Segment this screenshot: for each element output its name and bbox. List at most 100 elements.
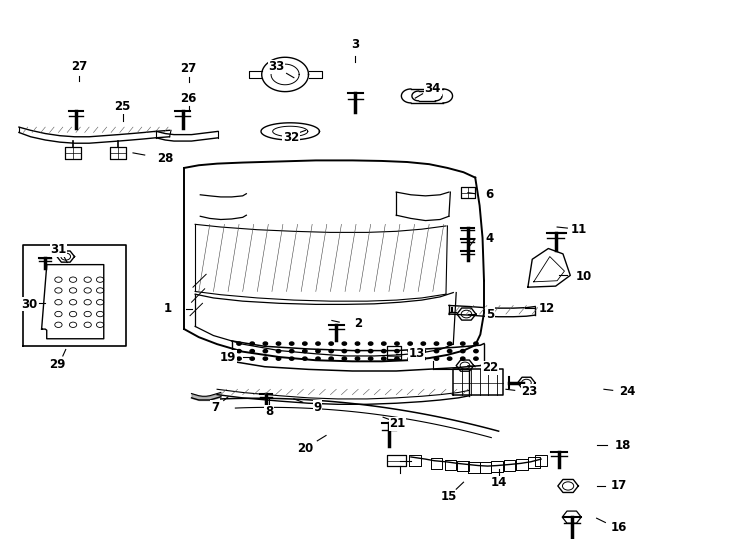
Circle shape	[435, 342, 439, 345]
Circle shape	[316, 349, 320, 353]
Text: 22: 22	[482, 361, 498, 374]
Circle shape	[522, 379, 531, 386]
Text: 3: 3	[352, 38, 360, 51]
Text: 28: 28	[157, 152, 173, 165]
Circle shape	[237, 349, 241, 353]
Circle shape	[70, 277, 77, 282]
Circle shape	[237, 357, 241, 360]
Circle shape	[276, 357, 280, 360]
Circle shape	[55, 312, 62, 317]
Text: 29: 29	[48, 358, 65, 371]
Text: 13: 13	[409, 347, 425, 360]
Circle shape	[461, 349, 465, 353]
Text: 8: 8	[265, 406, 273, 419]
Circle shape	[395, 342, 399, 345]
Circle shape	[250, 349, 255, 353]
Circle shape	[84, 312, 91, 317]
Text: 21: 21	[390, 417, 406, 430]
Circle shape	[61, 253, 70, 260]
Circle shape	[84, 288, 91, 293]
Text: 26: 26	[181, 92, 197, 105]
Circle shape	[421, 342, 426, 345]
Text: 18: 18	[615, 438, 631, 451]
Circle shape	[250, 357, 255, 360]
Circle shape	[316, 342, 320, 345]
Text: 1: 1	[164, 302, 172, 315]
Circle shape	[96, 300, 103, 305]
Text: 10: 10	[575, 270, 592, 283]
Circle shape	[329, 342, 333, 345]
Circle shape	[460, 362, 470, 369]
Text: 33: 33	[268, 60, 285, 73]
Circle shape	[435, 357, 439, 360]
Circle shape	[355, 349, 360, 353]
Text: 19: 19	[220, 350, 236, 363]
Circle shape	[84, 277, 91, 282]
Text: 23: 23	[521, 385, 537, 398]
Text: 6: 6	[486, 188, 494, 201]
Text: 2: 2	[355, 317, 363, 330]
Circle shape	[289, 342, 294, 345]
Text: 27: 27	[181, 62, 197, 75]
Circle shape	[70, 312, 77, 317]
Circle shape	[461, 310, 472, 318]
Circle shape	[70, 288, 77, 293]
Text: 9: 9	[313, 401, 321, 414]
Text: 12: 12	[539, 302, 555, 315]
Circle shape	[342, 342, 346, 345]
Circle shape	[276, 342, 280, 345]
Circle shape	[84, 300, 91, 305]
Circle shape	[55, 322, 62, 327]
Circle shape	[96, 322, 103, 327]
Circle shape	[355, 357, 360, 360]
Circle shape	[264, 342, 268, 345]
Circle shape	[408, 357, 413, 360]
Circle shape	[408, 342, 413, 345]
Circle shape	[55, 277, 62, 282]
Circle shape	[84, 322, 91, 327]
Circle shape	[355, 342, 360, 345]
Circle shape	[96, 312, 103, 317]
Circle shape	[302, 349, 307, 353]
Circle shape	[421, 349, 426, 353]
Text: 25: 25	[115, 100, 131, 113]
Circle shape	[289, 357, 294, 360]
Circle shape	[382, 357, 386, 360]
Text: 16: 16	[611, 521, 627, 535]
Circle shape	[96, 277, 103, 282]
Circle shape	[382, 349, 386, 353]
Circle shape	[448, 357, 452, 360]
Circle shape	[264, 349, 268, 353]
Circle shape	[70, 300, 77, 305]
Circle shape	[342, 357, 346, 360]
Circle shape	[368, 349, 373, 353]
Circle shape	[289, 349, 294, 353]
Text: 31: 31	[51, 243, 67, 256]
Circle shape	[473, 342, 478, 345]
Circle shape	[55, 288, 62, 293]
Circle shape	[368, 342, 373, 345]
Circle shape	[448, 342, 452, 345]
Circle shape	[395, 349, 399, 353]
Circle shape	[329, 349, 333, 353]
Text: 15: 15	[440, 490, 457, 503]
Circle shape	[408, 349, 413, 353]
Text: 34: 34	[425, 82, 441, 95]
Text: 32: 32	[283, 131, 299, 144]
Circle shape	[461, 342, 465, 345]
Text: 7: 7	[211, 401, 219, 414]
Circle shape	[382, 342, 386, 345]
Circle shape	[473, 357, 478, 360]
Circle shape	[70, 322, 77, 327]
Text: 24: 24	[619, 385, 636, 398]
Circle shape	[55, 300, 62, 305]
Circle shape	[473, 349, 478, 353]
Circle shape	[329, 357, 333, 360]
Circle shape	[461, 357, 465, 360]
Text: 5: 5	[486, 308, 494, 321]
Text: 17: 17	[611, 480, 627, 492]
Circle shape	[448, 349, 452, 353]
Text: 27: 27	[70, 60, 87, 73]
Text: 20: 20	[297, 442, 313, 455]
Circle shape	[562, 482, 574, 490]
